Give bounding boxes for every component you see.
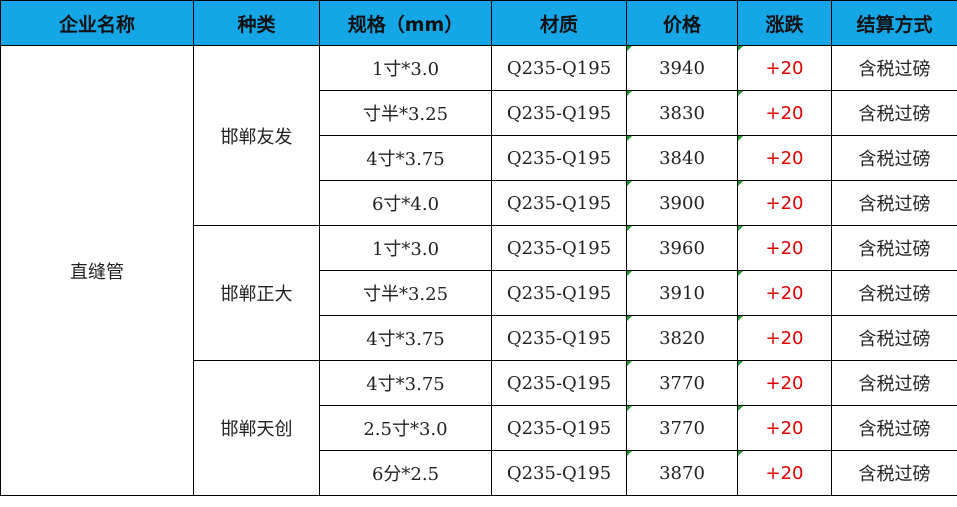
column-header: 企业名称: [0, 0, 194, 46]
price-cell: 3770: [626, 360, 738, 406]
change-cell: +20: [737, 315, 832, 361]
change-cell: +20: [737, 270, 832, 316]
settlement-cell: 含税过磅: [831, 135, 957, 181]
spec-cell: 4寸*3.75: [319, 360, 492, 406]
spec-cell: 寸半*3.25: [319, 90, 492, 136]
material-cell: Q235-Q195: [491, 90, 627, 136]
settlement-cell: 含税过磅: [831, 405, 957, 451]
settlement-cell: 含税过磅: [831, 360, 957, 406]
table-row: 6寸*4.0 Q235-Q195 3900 +20 含税过磅: [1, 180, 957, 226]
category-cell: 直缝管: [0, 45, 194, 496]
change-cell: +20: [737, 180, 832, 226]
table-row: 邯郸天创 4寸*3.75 Q235-Q195 3770 +20 含税过磅: [1, 360, 957, 496]
spec-cell: 1寸*3.0: [319, 45, 492, 91]
settlement-cell: 含税过磅: [831, 270, 957, 316]
settlement-cell: 含税过磅: [831, 90, 957, 136]
material-cell: Q235-Q195: [491, 270, 627, 316]
header-row: 企业名称 种类 规格（mm） 材质 价格 涨跌 结算方式: [0, 0, 957, 46]
price-cell: 3870: [626, 450, 738, 496]
settlement-cell: 含税过磅: [831, 315, 957, 361]
price-table: 企业名称 种类 规格（mm） 材质 价格 涨跌 结算方式 直缝管 邯郸友发 1寸*3.0 Q235…: [0, 0, 957, 496]
column-header: 涨跌: [737, 0, 832, 46]
change-cell: +20: [737, 450, 832, 496]
material-cell: Q235-Q195: [491, 405, 627, 451]
material-cell: Q235-Q195: [491, 135, 627, 181]
price-cell: 3940: [626, 45, 738, 91]
change-cell: +20: [737, 405, 832, 451]
settlement-cell: 含税过磅: [831, 45, 957, 91]
material-cell: Q235-Q195: [491, 315, 627, 361]
price-cell: 3770: [626, 405, 738, 451]
company-cell: 邯郸正大: [193, 225, 320, 361]
material-cell: Q235-Q195: [491, 180, 627, 226]
spec-cell: 寸半*3.25: [319, 270, 492, 316]
spec-cell: 2.5寸*3.0: [319, 405, 492, 451]
spec-cell: 4寸*3.75: [319, 135, 492, 181]
price-cell: 3830: [626, 90, 738, 136]
table-row: 寸半*3.25 Q235-Q195 3830 +20 含税过磅: [1, 90, 957, 136]
table-row: 4寸*3.75 Q235-Q195 3840 +20 含税过磅: [1, 135, 957, 181]
settlement-cell: 含税过磅: [831, 225, 957, 271]
change-cell: +20: [737, 45, 832, 91]
change-cell: +20: [737, 90, 832, 136]
column-header: 材质: [491, 0, 627, 46]
company-cell: 邯郸友发: [193, 45, 320, 226]
spec-cell: 6寸*4.0: [319, 180, 492, 226]
spec-cell: 4寸*3.75: [319, 315, 492, 361]
material-cell: Q235-Q195: [491, 225, 627, 271]
price-cell: 3960: [626, 225, 738, 271]
price-cell: 3840: [626, 135, 738, 181]
spec-cell: 1寸*3.0: [319, 225, 492, 271]
price-cell: 3900: [626, 180, 738, 226]
table-row: 6分*2.5 Q235-Q195 3870 +20 含税过磅: [1, 450, 957, 496]
spec-cell: 6分*2.5: [319, 450, 492, 496]
table-row: 4寸*3.75 Q235-Q195 3820 +20 含税过磅: [1, 315, 957, 361]
column-header: 种类: [193, 0, 320, 46]
table-row: 直缝管 邯郸友发 1寸*3.0 Q235-Q195 3940 +20 含税过磅: [0, 45, 957, 496]
company-cell: 邯郸天创: [193, 360, 320, 496]
price-cell: 3820: [626, 315, 738, 361]
table-row: 寸半*3.25 Q235-Q195 3910 +20 含税过磅: [1, 270, 957, 316]
material-cell: Q235-Q195: [491, 360, 627, 406]
settlement-cell: 含税过磅: [831, 450, 957, 496]
change-cell: +20: [737, 225, 832, 271]
price-cell: 3910: [626, 270, 738, 316]
change-cell: +20: [737, 360, 832, 406]
column-header: 价格: [626, 0, 738, 46]
column-header: 结算方式: [831, 0, 957, 46]
change-cell: +20: [737, 135, 832, 181]
material-cell: Q235-Q195: [491, 45, 627, 91]
material-cell: Q235-Q195: [491, 450, 627, 496]
column-header: 规格（mm）: [319, 0, 492, 46]
settlement-cell: 含税过磅: [831, 180, 957, 226]
